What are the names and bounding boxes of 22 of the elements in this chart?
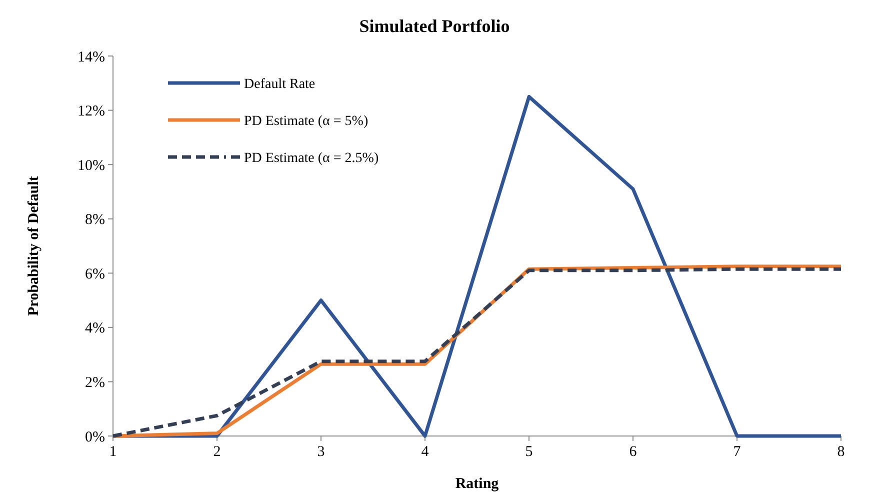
x-tick-label: 2	[213, 444, 221, 460]
x-axis-title: Rating	[455, 476, 500, 492]
y-tick-label: 12%	[78, 104, 105, 120]
y-axis-title: Probability of Default	[26, 176, 42, 316]
y-tick-label: 6%	[85, 266, 105, 282]
legend-label: PD Estimate (α = 5%)	[244, 114, 368, 129]
y-tick-label: 2%	[85, 374, 105, 391]
y-tick-label: 8%	[85, 212, 105, 228]
x-tick-label: 3	[317, 444, 325, 460]
legend-label: PD Estimate (α = 2.5%)	[244, 150, 379, 166]
x-tick-label: 1	[109, 444, 117, 460]
y-tick-label: 0%	[85, 429, 105, 446]
x-tick-label: 8	[837, 444, 845, 460]
chart-title: Simulated Portfolio	[359, 16, 510, 36]
x-tick-label: 7	[733, 444, 742, 460]
x-tick-label: 6	[629, 444, 638, 460]
y-tick-label: 4%	[85, 320, 105, 337]
y-tick-label: 10%	[78, 158, 105, 174]
legend-label: Default Rate	[244, 76, 316, 92]
x-tick-label: 5	[525, 444, 533, 460]
x-tick-label: 4	[421, 444, 430, 460]
y-tick-label: 14%	[78, 49, 105, 66]
